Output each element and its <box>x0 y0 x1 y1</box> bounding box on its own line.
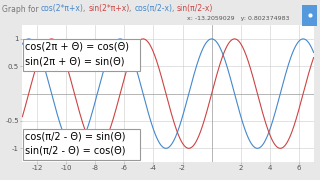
FancyBboxPatch shape <box>23 39 140 71</box>
Text: cos(2π + Θ) = cos(Θ): cos(2π + Θ) = cos(Θ) <box>25 42 129 52</box>
Text: ,: , <box>84 4 88 14</box>
Text: sin(2π + Θ) = sin(Θ): sin(2π + Θ) = sin(Θ) <box>25 56 125 66</box>
Text: ,: , <box>172 4 177 14</box>
Text: cos(2*π+x): cos(2*π+x) <box>41 4 84 14</box>
Text: x: -13.2059029   y: 0.802374983: x: -13.2059029 y: 0.802374983 <box>187 16 289 21</box>
Text: ,: , <box>130 4 134 14</box>
Text: Graph for: Graph for <box>2 4 41 14</box>
Text: cos(π/2 - Θ) = sin(Θ): cos(π/2 - Θ) = sin(Θ) <box>25 131 126 141</box>
Text: sin(π/2-x): sin(π/2-x) <box>177 4 213 14</box>
FancyBboxPatch shape <box>23 129 140 160</box>
Text: sin(π/2 - Θ) = cos(Θ): sin(π/2 - Θ) = cos(Θ) <box>25 146 126 156</box>
Text: sin(2*π+x): sin(2*π+x) <box>88 4 130 14</box>
Text: cos(π/2-x): cos(π/2-x) <box>134 4 172 14</box>
